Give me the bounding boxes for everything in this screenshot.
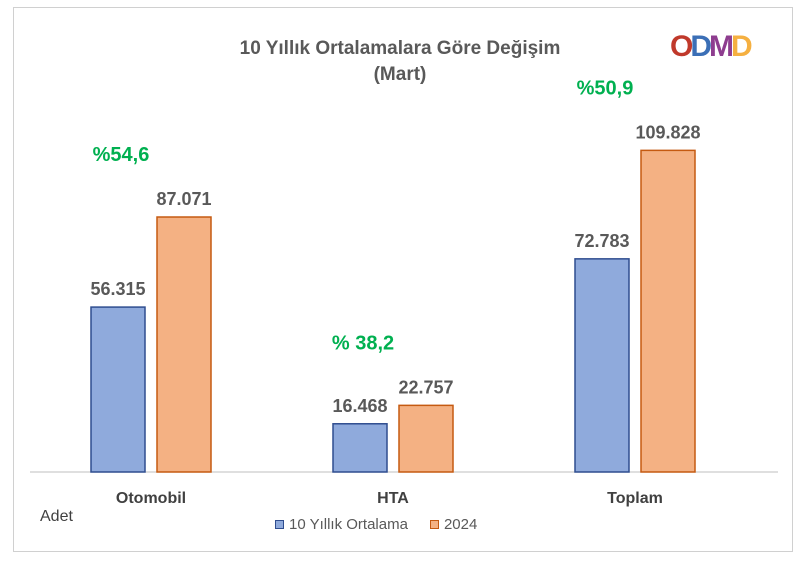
legend-item-series2: 2024	[429, 516, 478, 533]
category-label: HTA	[377, 490, 409, 507]
data-label: 16.468	[332, 396, 387, 416]
bar	[90, 306, 146, 473]
bar	[332, 423, 388, 473]
legend: 10 Yıllık Ortalama 2024	[275, 516, 499, 533]
svg-text:ODMD: ODMD	[670, 30, 753, 62]
legend-item-series1: 10 Yıllık Ortalama	[275, 516, 408, 533]
logo-letter: M	[709, 30, 734, 62]
bar	[398, 404, 454, 473]
chart-title: 10 Yıllık Ortalamalara Göre Değişim	[239, 38, 561, 59]
data-label: 87.071	[156, 189, 211, 209]
data-label: 109.828	[635, 122, 700, 142]
chart-subtitle: (Mart)	[373, 64, 427, 85]
logo-letter: D	[731, 30, 753, 62]
bar	[640, 149, 696, 473]
data-label: 56.315	[90, 279, 145, 299]
category-label: Toplam	[607, 490, 663, 507]
logo-letter: D	[690, 30, 712, 62]
change-label: %50,9	[577, 77, 634, 99]
data-label: 22.757	[398, 377, 453, 397]
change-label: %54,6	[93, 144, 150, 166]
legend-label-series1: 10 Yıllık Ortalama	[289, 516, 408, 533]
unit-label: Adet	[40, 508, 73, 525]
category-label: Otomobil	[116, 490, 186, 507]
legend-label-series2: 2024	[443, 516, 478, 533]
bar	[156, 216, 212, 473]
odmd-logo: ODMD	[670, 30, 753, 62]
legend-swatch-series2	[429, 520, 439, 529]
change-label: % 38,2	[332, 332, 394, 354]
data-label: 72.783	[574, 231, 629, 251]
logo-letter: O	[670, 30, 693, 62]
legend-swatch-series1	[275, 520, 284, 529]
bar	[574, 258, 630, 473]
